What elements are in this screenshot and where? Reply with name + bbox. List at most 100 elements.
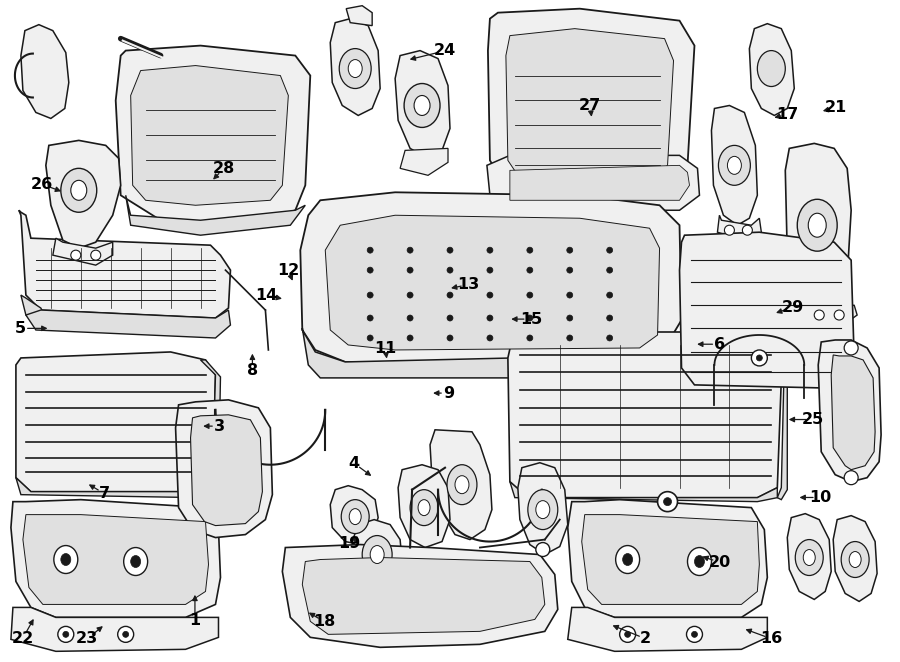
Ellipse shape [526, 335, 533, 341]
Polygon shape [46, 140, 121, 248]
Text: 17: 17 [777, 107, 799, 122]
Ellipse shape [619, 626, 635, 642]
Text: 6: 6 [714, 337, 725, 352]
Ellipse shape [487, 315, 493, 321]
Text: 10: 10 [809, 490, 831, 505]
Ellipse shape [447, 315, 453, 321]
Ellipse shape [742, 225, 752, 235]
Ellipse shape [339, 48, 371, 89]
Polygon shape [750, 24, 795, 115]
Polygon shape [330, 19, 380, 115]
Ellipse shape [526, 292, 533, 298]
Ellipse shape [447, 465, 477, 504]
Polygon shape [325, 215, 660, 350]
Ellipse shape [758, 50, 786, 87]
Ellipse shape [349, 508, 361, 524]
Ellipse shape [718, 146, 751, 185]
Polygon shape [302, 557, 544, 634]
Ellipse shape [447, 247, 453, 253]
Polygon shape [302, 328, 681, 378]
Ellipse shape [567, 292, 572, 298]
Ellipse shape [658, 492, 678, 512]
Polygon shape [506, 28, 673, 182]
Polygon shape [11, 608, 219, 651]
Ellipse shape [536, 500, 550, 518]
Text: 18: 18 [313, 614, 336, 629]
Ellipse shape [407, 247, 413, 253]
Ellipse shape [756, 355, 762, 361]
Polygon shape [16, 352, 215, 492]
Ellipse shape [118, 626, 134, 642]
Text: 14: 14 [255, 288, 277, 303]
Polygon shape [717, 215, 761, 242]
Polygon shape [26, 310, 230, 338]
Polygon shape [176, 400, 273, 538]
Ellipse shape [61, 168, 96, 213]
Ellipse shape [367, 247, 374, 253]
Ellipse shape [567, 315, 572, 321]
Text: 22: 22 [12, 632, 33, 646]
Ellipse shape [130, 555, 140, 567]
Polygon shape [788, 514, 832, 599]
Text: 11: 11 [374, 341, 397, 355]
Ellipse shape [487, 267, 493, 273]
Text: 28: 28 [212, 161, 235, 176]
Text: 15: 15 [519, 312, 542, 326]
Ellipse shape [455, 476, 469, 494]
Text: 5: 5 [15, 321, 26, 336]
Ellipse shape [367, 292, 374, 298]
Polygon shape [518, 463, 568, 555]
Polygon shape [833, 516, 878, 602]
Polygon shape [21, 295, 43, 328]
Polygon shape [510, 166, 689, 201]
Text: 4: 4 [348, 455, 359, 471]
Polygon shape [352, 520, 402, 587]
Text: 19: 19 [338, 536, 361, 551]
Ellipse shape [348, 60, 362, 77]
Ellipse shape [71, 180, 86, 201]
Text: 12: 12 [277, 263, 300, 278]
Polygon shape [581, 514, 760, 604]
Text: 8: 8 [247, 363, 258, 378]
Polygon shape [508, 332, 781, 498]
Ellipse shape [752, 350, 768, 366]
Ellipse shape [407, 292, 413, 298]
Polygon shape [201, 360, 220, 495]
Polygon shape [130, 66, 288, 205]
Polygon shape [11, 500, 220, 618]
Ellipse shape [487, 247, 493, 253]
Ellipse shape [407, 267, 413, 273]
Ellipse shape [625, 632, 631, 638]
Ellipse shape [407, 335, 413, 341]
Ellipse shape [607, 335, 613, 341]
Polygon shape [400, 148, 448, 175]
Polygon shape [680, 232, 854, 388]
Polygon shape [301, 192, 681, 365]
Polygon shape [778, 348, 788, 500]
Ellipse shape [527, 490, 558, 530]
Ellipse shape [58, 626, 74, 642]
Text: 24: 24 [434, 44, 455, 58]
Ellipse shape [567, 267, 572, 273]
Ellipse shape [567, 335, 572, 341]
Ellipse shape [54, 545, 77, 573]
Text: 16: 16 [760, 632, 783, 646]
Ellipse shape [526, 247, 533, 253]
Ellipse shape [842, 542, 869, 577]
Ellipse shape [727, 156, 742, 174]
Ellipse shape [691, 632, 698, 638]
Polygon shape [283, 545, 558, 647]
Ellipse shape [414, 95, 430, 115]
Polygon shape [568, 500, 768, 618]
Ellipse shape [844, 471, 858, 485]
Polygon shape [832, 355, 875, 470]
Ellipse shape [695, 555, 705, 567]
Polygon shape [488, 9, 695, 195]
Polygon shape [786, 144, 851, 310]
Polygon shape [126, 195, 305, 235]
Ellipse shape [607, 292, 613, 298]
Ellipse shape [663, 498, 671, 506]
Polygon shape [430, 430, 492, 540]
Ellipse shape [61, 553, 71, 565]
Ellipse shape [487, 335, 493, 341]
